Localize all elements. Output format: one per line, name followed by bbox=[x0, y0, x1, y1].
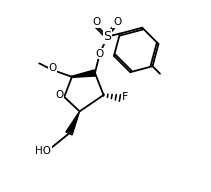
Text: HO: HO bbox=[35, 146, 51, 156]
Polygon shape bbox=[72, 70, 95, 77]
Polygon shape bbox=[66, 111, 80, 135]
Text: O: O bbox=[96, 49, 104, 59]
Text: F: F bbox=[122, 92, 128, 102]
Text: O: O bbox=[92, 17, 101, 27]
Text: S: S bbox=[103, 30, 111, 43]
Text: O: O bbox=[55, 90, 64, 100]
Text: O: O bbox=[49, 63, 57, 73]
Text: O: O bbox=[113, 17, 121, 27]
